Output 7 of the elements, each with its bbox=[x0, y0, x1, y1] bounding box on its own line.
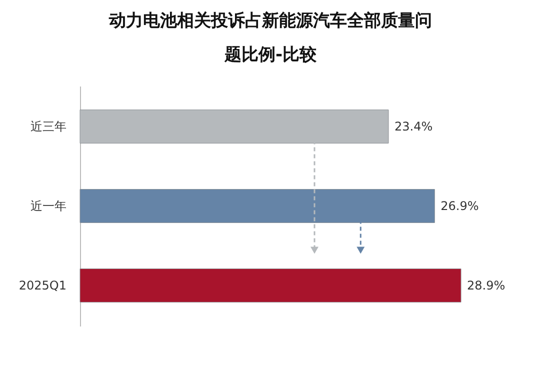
data-label: 28.9% bbox=[467, 278, 506, 292]
data-label: 26.9% bbox=[440, 199, 479, 213]
y-tick-label: 近三年 bbox=[30, 120, 66, 134]
y-tick-label: 近一年 bbox=[30, 199, 66, 213]
data-label: 23.4% bbox=[394, 120, 433, 134]
y-tick-label: 2025Q1 bbox=[18, 278, 66, 292]
chart-title: 动力电池相关投诉占新能源汽车全部质量问题比例-比较 bbox=[108, 11, 432, 65]
